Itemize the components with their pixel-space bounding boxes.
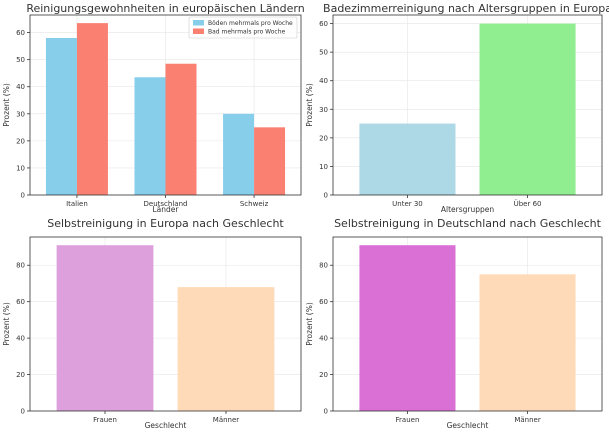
chart1-y-tick-label: 30 bbox=[16, 110, 25, 118]
chart4-y-tick-label: 40 bbox=[319, 335, 328, 343]
chart1-legend-label: Böden mehrmals pro Woche bbox=[208, 20, 293, 27]
chart1-bar-boeden-mehrmals-pro-woche-deutschland bbox=[134, 77, 166, 195]
chart2-y-tick-label: 0 bbox=[324, 192, 328, 200]
chart3-y-tick-label: 40 bbox=[16, 335, 25, 343]
chart-panel-cleaning-habits: 0 10 20 30 40 50 60 Italien Deutschland Schweiz Re… bbox=[2, 2, 305, 214]
chart4-x-tick-label: Frauen bbox=[396, 416, 420, 424]
chart4-y-tick-label: 0 bbox=[324, 408, 328, 416]
chart1-y-tick-label: 10 bbox=[16, 164, 25, 172]
chart1-bar-bad-mehrmals-pro-woche-deutschland bbox=[165, 63, 197, 196]
chart2-y-tick-label: 30 bbox=[319, 106, 328, 114]
chart3-y-tick-label: 80 bbox=[16, 262, 25, 270]
chart2-x-tick-label: Über 60 bbox=[514, 199, 542, 208]
chart3-title: Selbstreinigung in Europa nach Geschlech… bbox=[47, 217, 284, 230]
chart1-legend-swatch bbox=[193, 20, 204, 26]
chart2-y-tick-label: 60 bbox=[319, 20, 328, 28]
chart1-x-tick-label: Deutschland bbox=[144, 200, 188, 208]
chart1-axes-frame bbox=[29, 14, 302, 196]
chart1-x-tick-label: Italien bbox=[66, 200, 88, 208]
chart4-x-axis-label: Geschlecht bbox=[447, 421, 489, 430]
chart1-y-tick-label: 50 bbox=[16, 56, 25, 64]
chart4-y-tick-label: 80 bbox=[319, 262, 328, 270]
chart3-y-tick-label: 0 bbox=[21, 408, 25, 416]
chart1-y-tick-label: 0 bbox=[21, 192, 25, 200]
chart2-y-tick-label: 40 bbox=[319, 77, 328, 85]
chart2-title: Badezimmerreinigung nach Altersgruppen i… bbox=[323, 2, 609, 15]
chart2-y-tick-label: 10 bbox=[319, 163, 328, 171]
chart3-y-axis-label: Prozent (%) bbox=[2, 302, 11, 346]
chart1-x-axis-label: Länder bbox=[153, 205, 180, 214]
chart4-axes-frame bbox=[332, 236, 603, 412]
chart3-x-tick-label: Männer bbox=[213, 416, 240, 424]
chart1-x-tick-label: Schweiz bbox=[240, 200, 269, 208]
chart4-x-tick-label: Männer bbox=[514, 416, 541, 424]
chart3-y-tick-label: 60 bbox=[16, 298, 25, 306]
chart2-bar-unter-30 bbox=[359, 123, 456, 195]
chart4-y-tick-label: 20 bbox=[319, 371, 328, 379]
chart3-x-axis-label: Geschlecht bbox=[145, 421, 187, 430]
chart1-bar-bad-mehrmals-pro-woche-schweiz bbox=[254, 127, 286, 195]
chart4-y-tick-label: 60 bbox=[319, 298, 328, 306]
chart1-y-axis-label: Prozent (%) bbox=[2, 83, 11, 127]
chart2-bar-ueber-60 bbox=[479, 23, 576, 196]
chart3-bar-maenner bbox=[177, 287, 275, 411]
chart4-bar-maenner bbox=[479, 274, 576, 411]
chart1-y-tick-label: 20 bbox=[16, 137, 25, 145]
chart1-title: Reinigungsgewohnheiten in europäischen L… bbox=[26, 2, 304, 15]
chart1-legend-swatch bbox=[193, 28, 204, 34]
chart2-x-tick-label: Unter 30 bbox=[392, 200, 423, 208]
chart-panel-germany-gender: 0 20 40 60 80 Frauen Männer Selbstreinigung in … bbox=[305, 217, 603, 430]
chart1-y-tick-label: 40 bbox=[16, 83, 25, 91]
chart1-legend-label: Bad mehrmals pro Woche bbox=[208, 29, 286, 36]
chart1-legend-box bbox=[188, 16, 298, 39]
chart2-y-tick-label: 50 bbox=[319, 49, 328, 57]
chart3-x-tick-label: Frauen bbox=[93, 416, 117, 424]
chart-panel-age-groups: 0 10 20 30 40 50 60 Unter 30 Über 60 Badezimmerre… bbox=[305, 2, 609, 214]
chart3-y-tick-label: 20 bbox=[16, 371, 25, 379]
chart4-y-axis-label: Prozent (%) bbox=[305, 302, 314, 346]
chart1-y-tick-label: 60 bbox=[16, 29, 25, 37]
chart2-y-axis-label: Prozent (%) bbox=[305, 83, 314, 127]
chart1-bar-boeden-mehrmals-pro-woche-schweiz bbox=[223, 113, 255, 195]
chart4-bar-frauen bbox=[359, 245, 456, 411]
chart1-bar-boeden-mehrmals-pro-woche-italien bbox=[45, 38, 77, 195]
chart2-y-tick-label: 20 bbox=[319, 134, 328, 142]
chart-panel-europe-gender: 0 20 40 60 80 Frauen Männer Selbstreinigung in … bbox=[2, 217, 302, 430]
chart1-bar-bad-mehrmals-pro-woche-italien bbox=[76, 23, 108, 195]
chart3-axes-frame bbox=[29, 236, 302, 412]
chart2-x-axis-label: Altersgruppen bbox=[441, 205, 494, 214]
chart4-title: Selbstreinigung in Deutschland nach Gesc… bbox=[334, 217, 602, 230]
chart3-bar-frauen bbox=[56, 245, 154, 411]
chart2-axes-frame bbox=[332, 14, 603, 196]
